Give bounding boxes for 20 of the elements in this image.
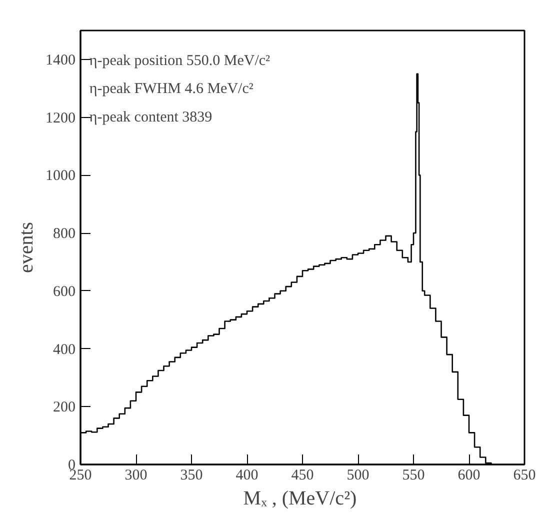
x-tick-label: 550 — [402, 468, 425, 484]
x-tick-label: 650 — [513, 468, 536, 484]
y-tick-label: 400 — [53, 342, 76, 358]
annotation: η-peak position 550.0 MeV/c² — [89, 52, 271, 69]
y-tick-label: 600 — [53, 284, 76, 300]
y-tick-label: 1200 — [46, 110, 76, 126]
x-tick-label: 500 — [346, 468, 370, 484]
y-tick-label: 1400 — [46, 52, 76, 68]
x-tick-label: 350 — [180, 468, 203, 484]
y-tick-label: 200 — [53, 400, 76, 416]
x-tick-label: 300 — [124, 468, 148, 484]
x-tick-label: 600 — [458, 468, 480, 484]
y-tick-label: 800 — [53, 226, 76, 242]
x-tick-label: 450 — [291, 468, 314, 484]
y-axis-title: events — [16, 222, 38, 274]
x-tick-label: 400 — [236, 468, 258, 484]
y-tick-label: 1000 — [46, 168, 76, 184]
annotation: η-peak FWHM 4.6 MeV/c² — [89, 81, 254, 98]
x-axis-title: Mₓ , (MeV/c²) — [243, 488, 357, 510]
annotation: η-peak content 3839 — [89, 109, 212, 126]
